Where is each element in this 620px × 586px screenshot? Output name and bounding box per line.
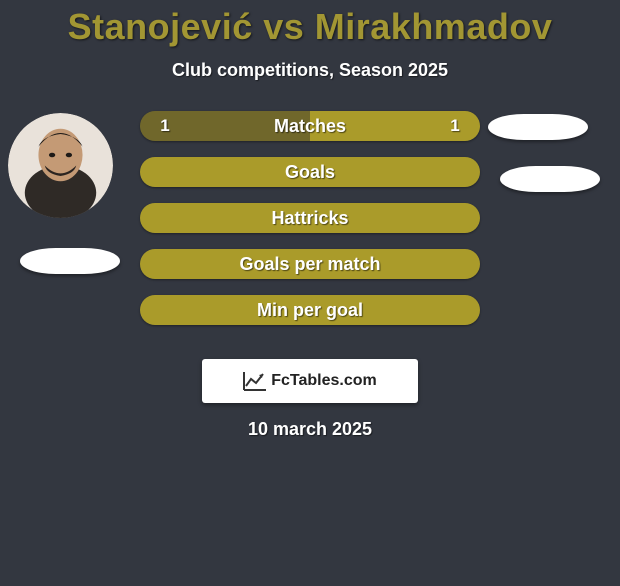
stat-row: Goals per match bbox=[140, 249, 480, 279]
stat-fill-right bbox=[140, 249, 480, 279]
stat-row: Matches11 bbox=[140, 111, 480, 141]
player-left-club-badge bbox=[20, 248, 120, 274]
player-right-club-badge-2 bbox=[500, 166, 600, 192]
brand-chart-icon bbox=[243, 371, 267, 391]
stat-fill-right bbox=[310, 111, 480, 141]
stat-bars-container: Matches11 Goals Hattricks Goals per match Mi… bbox=[140, 111, 480, 341]
comparison-title: Stanojević vs Mirakhmadov bbox=[0, 6, 620, 48]
stat-row: Min per goal bbox=[140, 295, 480, 325]
comparison-chart: Matches11 Goals Hattricks Goals per match Mi… bbox=[0, 111, 620, 351]
brand-text: FcTables.com bbox=[271, 372, 377, 390]
player-left-avatar bbox=[8, 113, 113, 218]
stat-row: Goals bbox=[140, 157, 480, 187]
date-label: 10 march 2025 bbox=[0, 419, 620, 440]
player-right-club-badge-1 bbox=[488, 114, 588, 140]
brand-badge: FcTables.com bbox=[202, 359, 418, 403]
stat-row: Hattricks bbox=[140, 203, 480, 233]
comparison-subtitle: Club competitions, Season 2025 bbox=[0, 60, 620, 81]
stat-fill-right bbox=[140, 157, 480, 187]
stat-fill-right bbox=[140, 295, 480, 325]
stat-fill-left bbox=[140, 111, 310, 141]
stat-fill-right bbox=[140, 203, 480, 233]
